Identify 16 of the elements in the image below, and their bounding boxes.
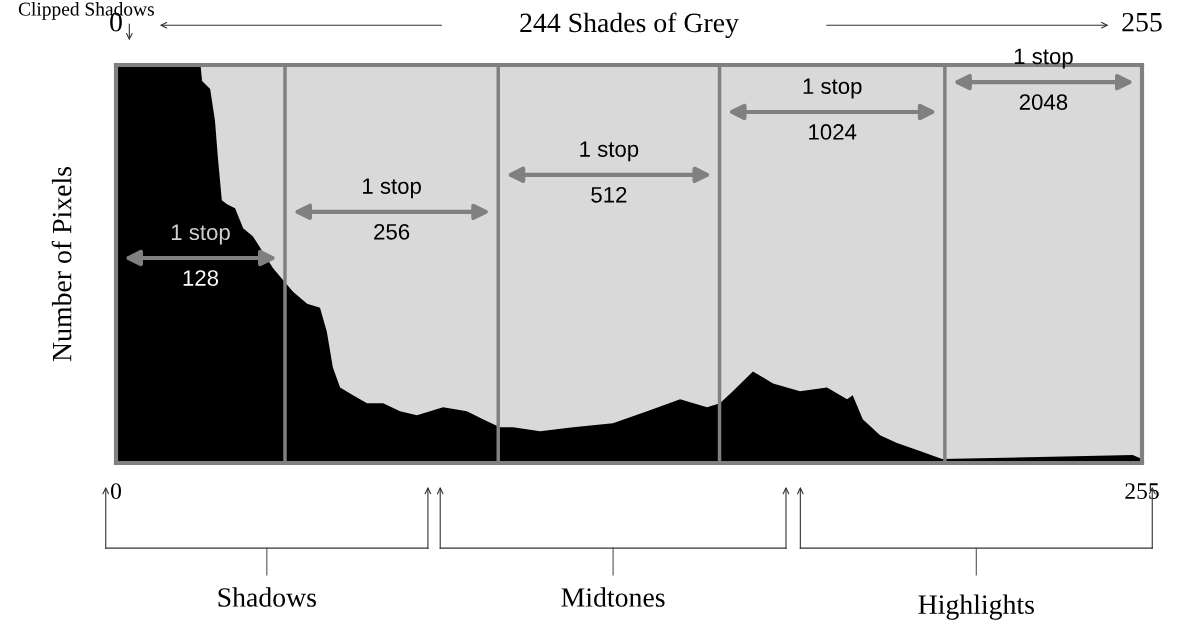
- text: Shadows: [218, 587, 316, 607]
- annotation: 1 stop: [171, 224, 230, 245]
- text: Midtones: [561, 587, 665, 607]
- annotation: 1 stop: [803, 78, 862, 99]
- y-axis-title: Number of Pixels: [51, 167, 72, 362]
- annotation: 1 stop: [1014, 48, 1073, 69]
- annotation: 2048: [1019, 94, 1068, 110]
- chart-title: 244 Shades of Grey: [520, 12, 739, 38]
- annotation: 512: [591, 186, 627, 203]
- text: Highlights: [918, 594, 1034, 620]
- annotation: 256: [374, 223, 410, 240]
- annotation: 1024: [809, 124, 857, 140]
- annotation: 1 stop: [363, 178, 421, 199]
- x2-tick-label: 255: [1122, 12, 1162, 32]
- annotation: 1 stop: [580, 141, 639, 162]
- annotation: 128: [183, 270, 219, 286]
